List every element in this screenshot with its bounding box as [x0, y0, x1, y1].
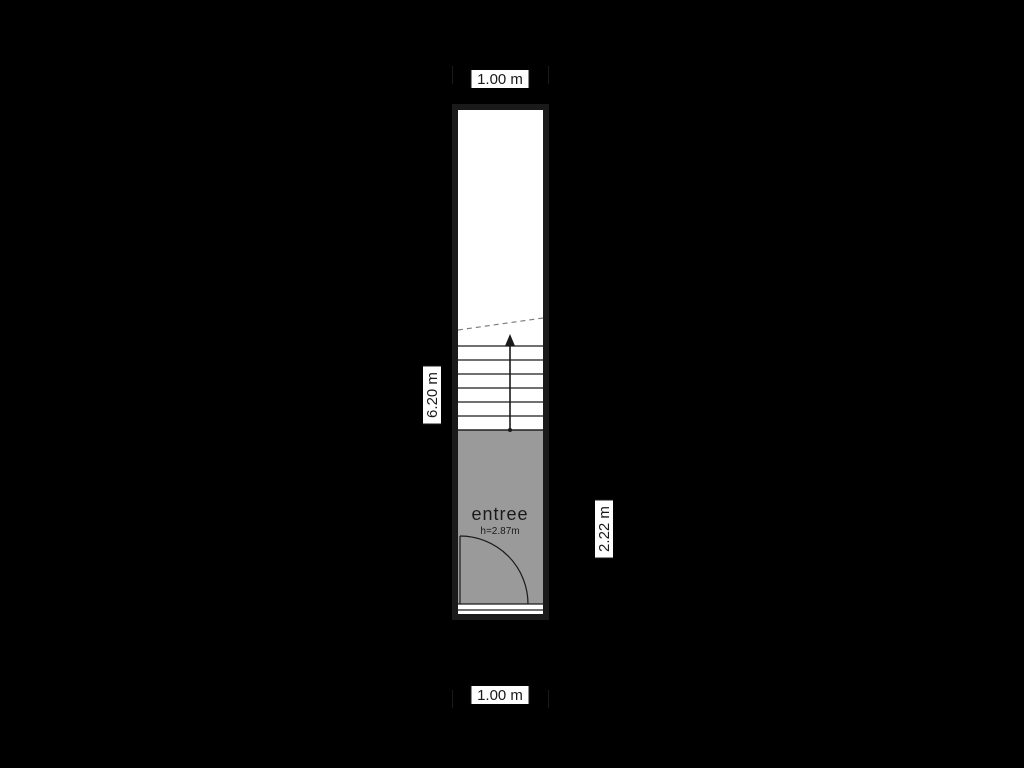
- dimension-bottom: 1.00 m: [471, 686, 529, 704]
- svg-text:1.00 m: 1.00 m: [477, 71, 523, 88]
- svg-text:1.00 m: 1.00 m: [477, 687, 523, 704]
- floorplan-svg: entree h=2.87m 1.00 m 1.00 m 6.20 m 2.22 m: [0, 0, 1024, 768]
- upper-area: [458, 110, 543, 430]
- dimension-right: 2.22 m: [595, 500, 613, 558]
- svg-text:6.20 m: 6.20 m: [424, 372, 441, 418]
- room-height-label: h=2.87m: [480, 526, 519, 537]
- svg-text:2.22 m: 2.22 m: [596, 506, 613, 552]
- room-name-label: entree: [471, 504, 528, 524]
- door-sill: [458, 604, 543, 614]
- dimension-left: 6.20 m: [423, 366, 441, 424]
- dimension-top: 1.00 m: [471, 70, 529, 88]
